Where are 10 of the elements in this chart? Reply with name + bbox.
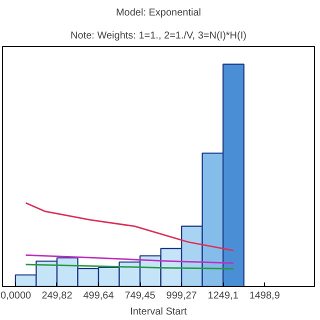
x-tick-label: 1498,9 [249,290,280,302]
x-tick-label: 0,0000 [0,290,32,302]
x-tick-label: 999,27 [166,290,198,302]
x-tick-label: 749,45 [124,290,156,302]
x-tick-label: 499,64 [83,290,114,302]
x-tick-label: 249,82 [42,290,73,302]
x-tick-label: 1249,1 [208,290,239,302]
chart-subtitle: Note: Weights: 1=1., 2=1./V, 3=N(I)*H(I) [70,30,246,42]
x-axis-title: Interval Start [130,306,188,318]
chart-title: Model: Exponential [116,8,202,18]
